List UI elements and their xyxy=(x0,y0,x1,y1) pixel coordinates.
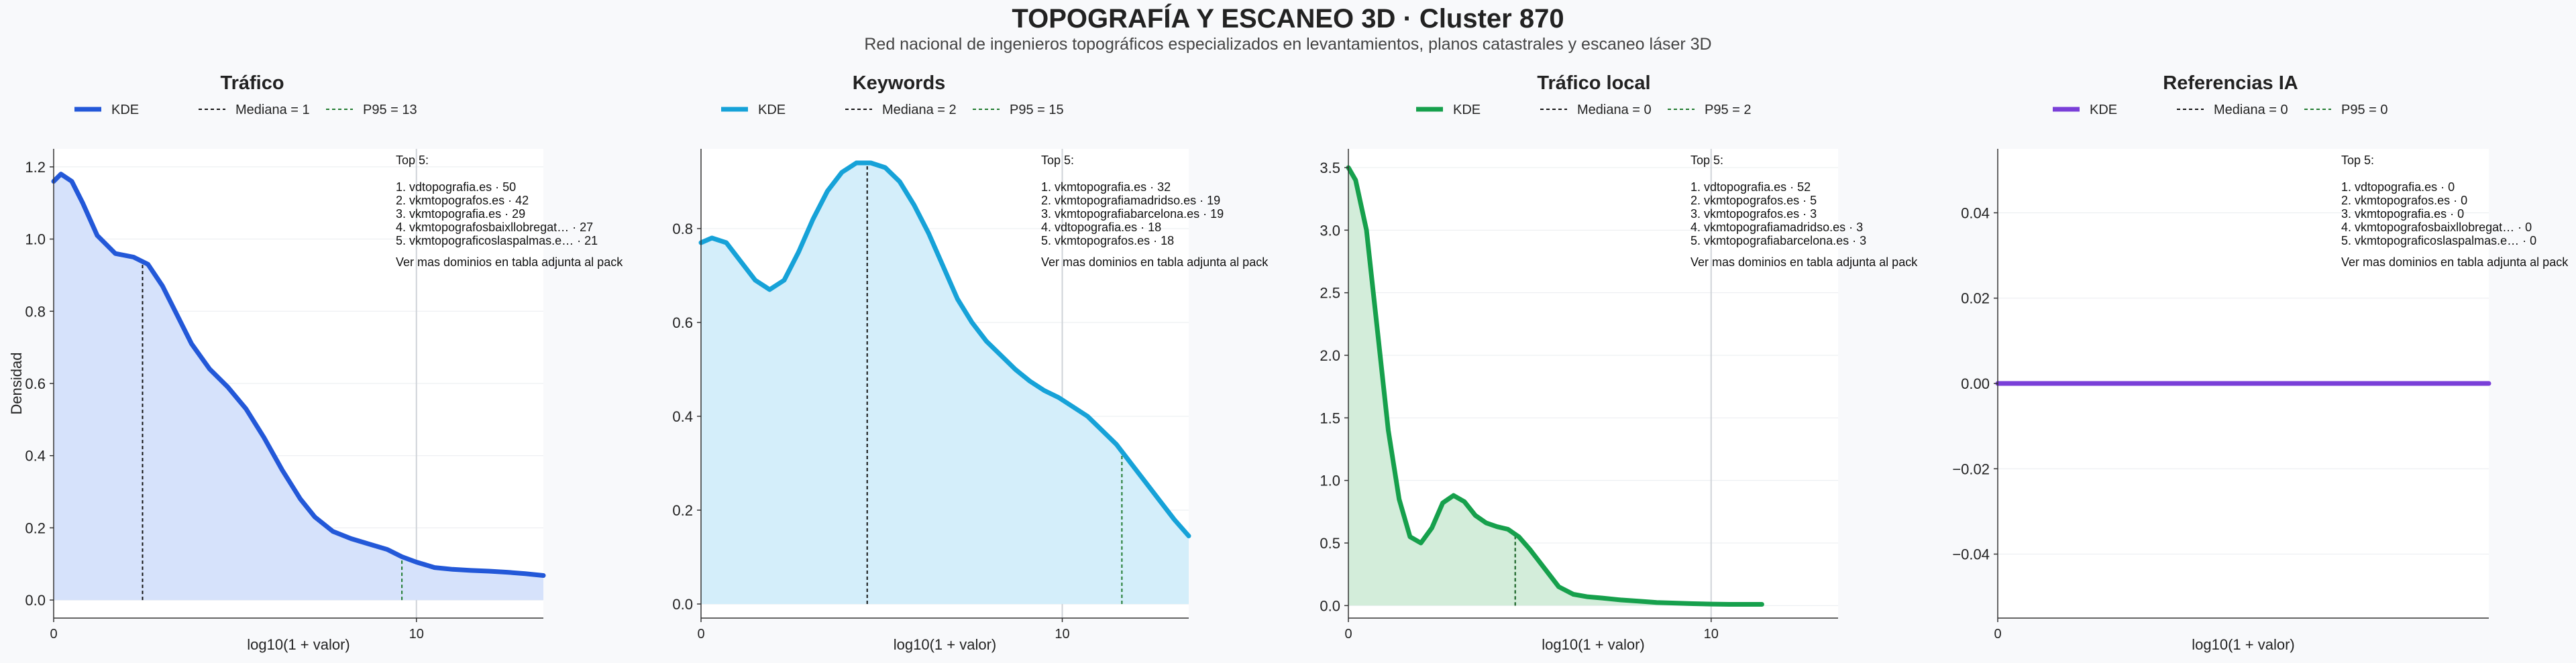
legend-label: Mediana = 0 xyxy=(1577,103,1652,117)
y-tick-label: 0.6 xyxy=(25,375,46,392)
top5-item: 5. vkmtopograficoslaspalmas.e… · 0 xyxy=(2341,234,2536,247)
kde-line xyxy=(698,160,1191,538)
page-subtitle: Red nacional de ingenieros topográficos … xyxy=(864,35,1712,54)
y-tick-label: 0.0 xyxy=(1320,597,1340,614)
kde-area xyxy=(1348,168,1762,606)
x-axis-label: log10(1 + valor) xyxy=(247,636,350,653)
y-tick-label: 1.2 xyxy=(25,159,46,176)
y-tick-label: 1.0 xyxy=(25,231,46,248)
x-tick-label: 0 xyxy=(1994,627,2001,642)
top5-item: 4. vkmtopografosbaixllobregat… · 27 xyxy=(396,221,593,234)
top5-item: 2. vkmtopografiamadridso.es · 19 xyxy=(1041,194,1220,207)
y-tick-label: 0.5 xyxy=(1320,535,1340,552)
top5-header: Top 5: xyxy=(1690,154,1723,167)
chart-title: Referencias IA xyxy=(2163,72,2298,94)
legend-label: Mediana = 0 xyxy=(2214,103,2288,117)
legend-label: P95 = 13 xyxy=(363,103,417,117)
top5-item: 4. vdtopografia.es · 18 xyxy=(1041,221,1161,234)
top5-item: 5. vkmtopografiabarcelona.es · 3 xyxy=(1690,234,1866,247)
legend-label: P95 = 15 xyxy=(1010,103,1064,117)
x-tick-label: 0 xyxy=(1344,627,1352,642)
chart-title: Tráfico xyxy=(220,72,284,94)
y-tick-label: 0.6 xyxy=(672,314,693,331)
legend-label: Mediana = 2 xyxy=(882,103,957,117)
top5-item: 1. vdtopografia.es · 50 xyxy=(396,180,516,194)
chart-title: Keywords xyxy=(853,72,946,94)
kde-area xyxy=(54,174,543,601)
x-tick-label: 0 xyxy=(697,627,704,642)
top5-header: Top 5: xyxy=(396,154,429,167)
y-tick-label: 0.00 xyxy=(1961,375,1990,392)
legend-label: Mediana = 1 xyxy=(235,103,310,117)
top5-item: 1. vdtopografia.es · 0 xyxy=(2341,180,2455,194)
x-tick-label: 10 xyxy=(1704,627,1719,642)
y-tick-label: 0.4 xyxy=(672,408,693,425)
top5-item: 2. vkmtopografos.es · 0 xyxy=(2341,194,2467,207)
y-tick-label: 3.0 xyxy=(1320,222,1340,239)
x-tick-label: 0 xyxy=(50,627,57,642)
y-tick-label: 1.5 xyxy=(1320,410,1340,426)
top5-item: 4. vkmtopografiamadridso.es · 3 xyxy=(1690,221,1863,234)
y-tick-label: 0.8 xyxy=(25,303,46,320)
y-tick-label: 2.5 xyxy=(1320,285,1340,302)
top5-note: Ver mas dominios en tabla adjunta al pac… xyxy=(1690,255,1918,269)
top5-item: 3. vkmtopografia.es · 0 xyxy=(2341,207,2464,221)
y-tick-label: 0.0 xyxy=(672,596,693,613)
y-tick-label: 0.0 xyxy=(25,592,46,609)
y-tick-label: 1.0 xyxy=(1320,473,1340,489)
kde-line xyxy=(1346,165,1764,607)
chart-panel-1: 0.0 0.2 0.4 0.6 0.8 1.0 1.2 0 10 log10(1 + valor)… xyxy=(8,72,623,653)
kde-line xyxy=(51,172,546,578)
y-tick-label: −0.04 xyxy=(1952,546,1990,563)
top5-header: Top 5: xyxy=(1041,154,1074,167)
y-tick-label: 0.04 xyxy=(1961,204,1990,221)
y-axis-label: Densidad xyxy=(8,353,25,415)
y-tick-label: 2.0 xyxy=(1320,347,1340,364)
top5-item: 2. vkmtopografos.es · 42 xyxy=(396,194,529,207)
x-tick-label: 10 xyxy=(1055,627,1069,642)
x-tick-label: 10 xyxy=(409,627,424,642)
top5-header: Top 5: xyxy=(2341,154,2374,167)
legend-label: KDE xyxy=(758,103,786,117)
top5-item: 5. vkmtopograficoslaspalmas.e… · 21 xyxy=(396,234,598,247)
x-axis-label: log10(1 + valor) xyxy=(2192,636,2294,653)
legend-label: KDE xyxy=(2090,103,2117,117)
y-tick-label: 0.8 xyxy=(672,221,693,237)
top5-item: 5. vkmtopografos.es · 18 xyxy=(1041,234,1174,247)
legend-label: KDE xyxy=(111,103,139,117)
chart-panel-2: 0.0 0.2 0.4 0.6 0.8 0 10 log10(1 + valor) Keywor… xyxy=(672,72,1269,653)
top5-item: 1. vkmtopografia.es · 32 xyxy=(1041,180,1171,194)
top5-item: 4. vkmtopografosbaixllobregat… · 0 xyxy=(2341,221,2532,234)
chart-panel-3: 0.0 0.5 1.0 1.5 2.0 2.5 3.0 3.5 0 10 log10(1 + val… xyxy=(1320,72,1918,653)
y-tick-label: 0.4 xyxy=(25,448,46,465)
top5-item: 2. vkmtopografos.es · 5 xyxy=(1690,194,1817,207)
legend-label: P95 = 0 xyxy=(2341,103,2388,117)
top5-item: 1. vdtopografia.es · 52 xyxy=(1690,180,1811,194)
y-tick-label: 0.2 xyxy=(672,502,693,519)
page-title: TOPOGRAFÍA Y ESCANEO 3D · Cluster 870 xyxy=(1012,4,1564,34)
x-axis-label: log10(1 + valor) xyxy=(1542,636,1644,653)
top5-note: Ver mas dominios en tabla adjunta al pac… xyxy=(2341,255,2569,269)
top5-item: 3. vkmtopografiabarcelona.es · 19 xyxy=(1041,207,1224,221)
y-tick-label: 0.2 xyxy=(25,520,46,536)
x-axis-label: log10(1 + valor) xyxy=(894,636,996,653)
legend-label: KDE xyxy=(1453,103,1481,117)
top5-note: Ver mas dominios en tabla adjunta al pac… xyxy=(396,255,623,269)
legend-label: P95 = 2 xyxy=(1705,103,1752,117)
y-tick-label: 0.02 xyxy=(1961,290,1990,307)
top5-note: Ver mas dominios en tabla adjunta al pac… xyxy=(1041,255,1269,269)
chart-panel-4: −0.04 −0.02 0.00 0.02 0.04 0 log10(1 + valor) R… xyxy=(1952,72,2569,653)
kde-area xyxy=(701,163,1189,604)
y-tick-label: −0.02 xyxy=(1952,461,1990,477)
top5-item: 3. vkmtopografos.es · 3 xyxy=(1690,207,1817,221)
top5-item: 3. vkmtopografia.es · 29 xyxy=(396,207,525,221)
y-tick-label: 3.5 xyxy=(1320,160,1340,176)
chart-title: Tráfico local xyxy=(1537,72,1650,94)
